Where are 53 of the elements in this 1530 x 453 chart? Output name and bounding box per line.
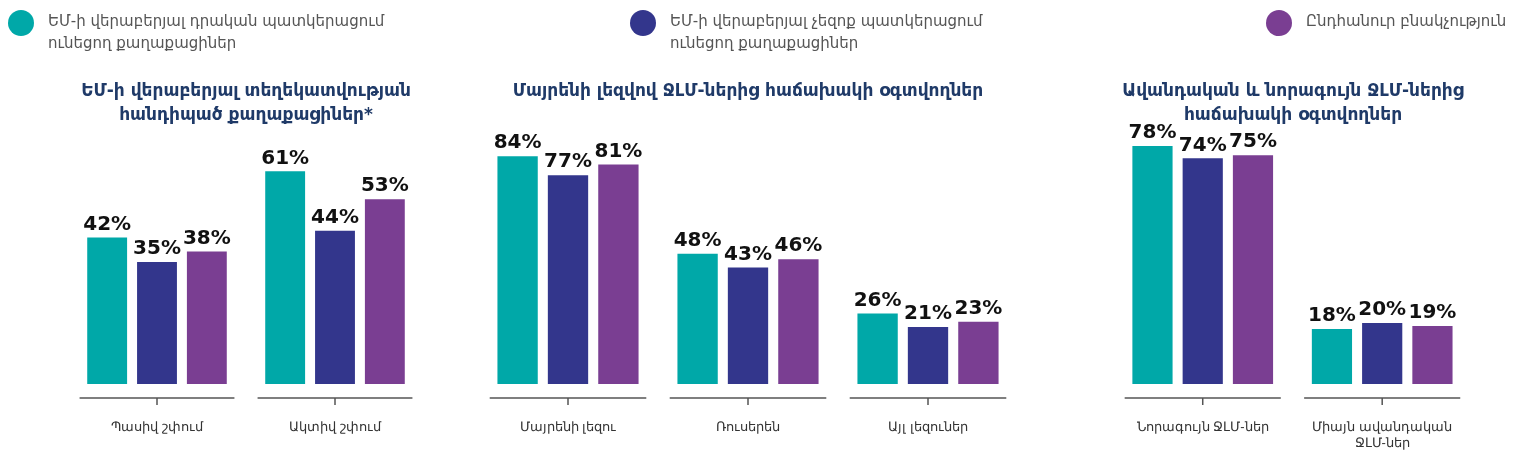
bar <box>1311 329 1353 384</box>
bar <box>677 253 718 384</box>
x-tick-label: Մայրենի լեզու <box>519 419 617 435</box>
x-tick-label: Ռուսերեն <box>716 419 780 435</box>
chart-title: Մայրենի լեզվով ՋԼՄ-ներից հաճախակի օգտվողներ <box>511 79 985 102</box>
bar <box>1132 146 1173 384</box>
bar <box>547 175 589 384</box>
data-label: 74% <box>1178 131 1227 156</box>
data-label: 43% <box>724 240 772 265</box>
x-tick-label: Պասիվ շփում <box>111 419 204 435</box>
data-label: 21% <box>904 300 952 325</box>
data-label: 26% <box>853 286 902 311</box>
x-tick-label: Ակտիվ շփում <box>289 419 382 435</box>
bar <box>1362 323 1403 384</box>
bar <box>907 327 949 384</box>
data-label: 38% <box>182 224 231 249</box>
data-label: 75% <box>1229 128 1277 153</box>
data-label: 77% <box>544 148 592 173</box>
data-label: 42% <box>83 210 132 235</box>
bar <box>857 313 898 384</box>
legend-label: ԵՄ-ի վերաբերյալ դրական պատկերացում ունեցող քաղաքացիներ <box>48 11 386 54</box>
bar <box>137 262 177 384</box>
bar <box>87 237 128 384</box>
bar <box>265 171 306 384</box>
data-label: 48% <box>673 227 722 252</box>
data-label: 46% <box>774 232 823 257</box>
data-label: 18% <box>1308 302 1356 327</box>
x-tick-label: Այլ լեզուներ <box>888 419 968 435</box>
data-label: 61% <box>261 144 310 169</box>
chart-title: ԵՄ-ի վերաբերյալ տեղեկատվության հանդիպած քաղաքացիներ* <box>80 79 412 126</box>
data-label: 23% <box>954 294 1003 319</box>
data-label: 81% <box>594 137 643 162</box>
legend-label: Ընդհանուր բնակչություն <box>1306 11 1507 32</box>
bar <box>727 267 769 384</box>
bar <box>1232 155 1274 384</box>
legend-label: ԵՄ-ի վերաբերյալ չեզոք պատկերացում ունեցող քաղաքացիներ <box>670 11 984 54</box>
x-tick-label: Միայն ավանդական ՋԼՄ-ներ <box>1312 419 1453 450</box>
bar <box>315 230 355 384</box>
data-label: 20% <box>1358 296 1407 321</box>
bar <box>186 251 227 384</box>
data-label: 44% <box>311 203 359 228</box>
bar <box>497 156 538 384</box>
bar <box>958 321 999 384</box>
bar <box>1412 326 1453 384</box>
bar <box>1182 158 1223 384</box>
x-tick-label: Նորագույն ՋԼՄ-ներ <box>1136 419 1269 435</box>
data-label: 84% <box>493 129 542 154</box>
bar <box>598 164 639 384</box>
bar <box>364 199 405 384</box>
data-label: 53% <box>360 172 409 197</box>
data-label: 35% <box>133 235 181 260</box>
bar <box>778 259 819 384</box>
data-label: 19% <box>1408 299 1457 324</box>
